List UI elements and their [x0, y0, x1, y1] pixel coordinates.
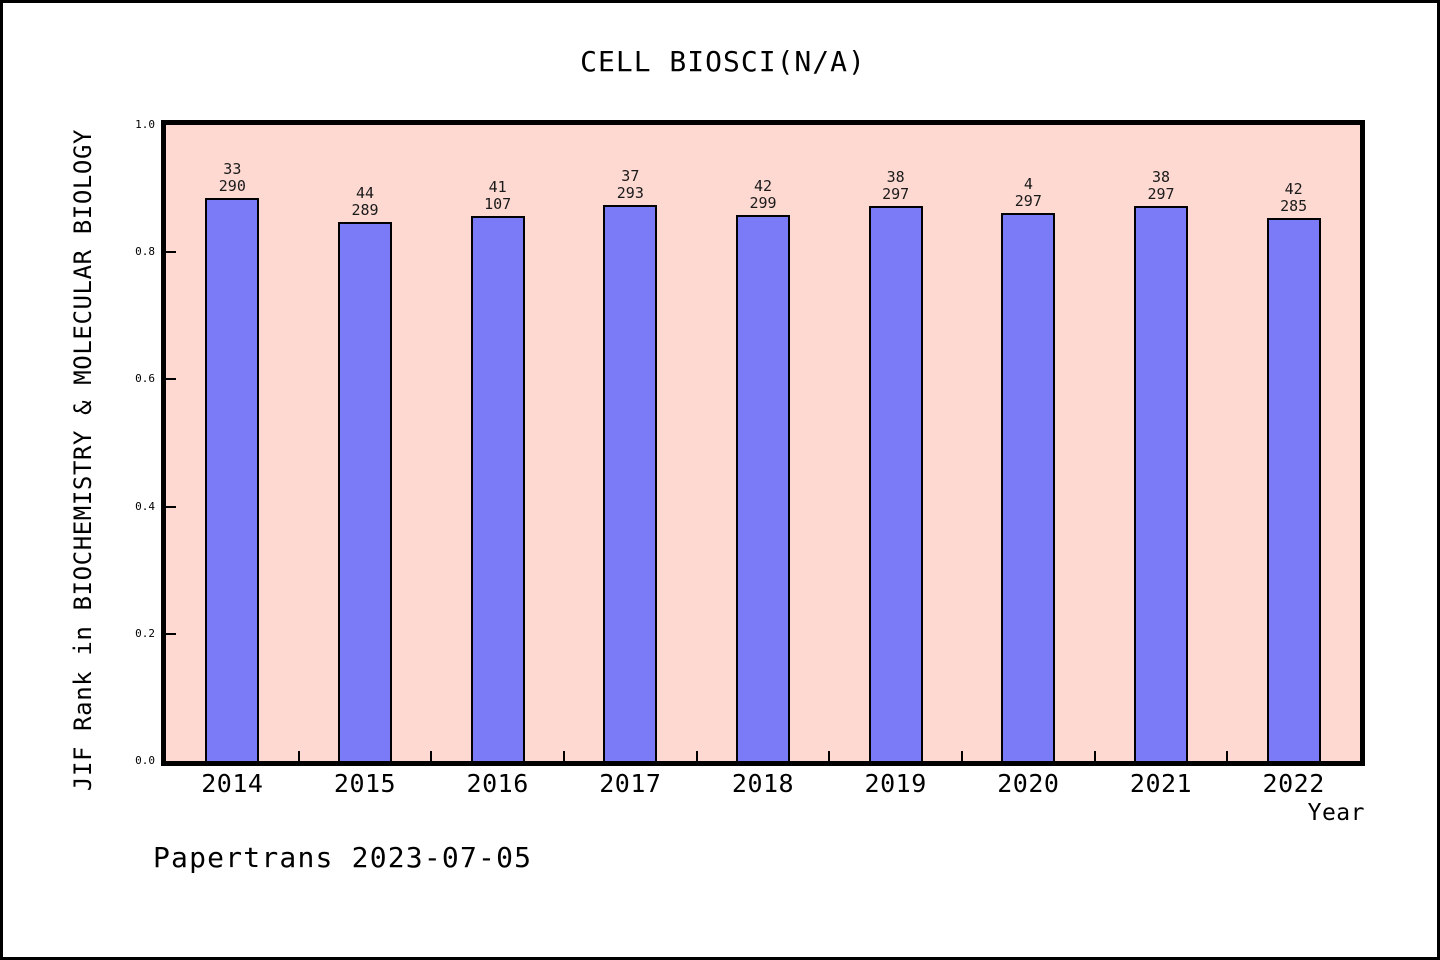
x-tick-mark: [1093, 751, 1096, 761]
y-tick-mark: [166, 378, 176, 381]
bar-value-label: 44 289: [351, 184, 379, 219]
x-tick-mark: [563, 751, 565, 761]
y-axis-label: JIF Rank in BIOCHEMISTRY & MOLECULAR BIO…: [69, 128, 97, 792]
bar-value-label: 42 285: [1280, 180, 1308, 215]
bar-value-label: 33 290: [218, 160, 246, 195]
x-tick-mark: [430, 751, 433, 761]
bar: [1266, 218, 1321, 761]
y-tick-label: 0.8: [135, 245, 155, 259]
plot-inner: 33 290 44 289 41 107 37 293 42 299 38 297 4 29…: [166, 125, 1360, 761]
bar: [1001, 213, 1056, 761]
x-category-label: 2014: [201, 769, 264, 798]
y-tick-label: 1.0: [135, 118, 155, 131]
x-category-label: 2015: [333, 769, 397, 798]
x-category-label: 2017: [599, 769, 662, 798]
y-tick-label: 0.2: [135, 626, 155, 640]
bar: [470, 216, 525, 761]
x-category-label: 2016: [466, 769, 529, 798]
y-tick-mark: [166, 632, 176, 635]
y-tick-label: 0.0: [135, 754, 155, 767]
x-tick-mark: [828, 751, 831, 761]
bar-value-label: 42 299: [749, 177, 777, 212]
bar-value-label: 37 293: [616, 167, 644, 202]
bar: [205, 198, 260, 761]
bar: [338, 222, 392, 761]
plot-area: 33 290 44 289 41 107 37 293 42 299 38 297 4 29…: [161, 120, 1365, 766]
x-tick-mark: [961, 751, 963, 761]
y-tick-mark: [166, 251, 176, 254]
bar: [1134, 206, 1188, 761]
chart-title: CELL BIOSCI(N/A): [580, 45, 866, 78]
x-tick-mark: [695, 751, 698, 761]
y-tick-label: 0.6: [135, 372, 155, 386]
y-tick-mark: [166, 505, 176, 508]
x-category-label: 2019: [864, 769, 927, 798]
x-axis-label: Year: [1307, 800, 1365, 826]
x-category-label: 2020: [997, 769, 1060, 798]
x-tick-mark: [1226, 751, 1229, 761]
x-category-label: 2022: [1262, 769, 1325, 798]
bar-value-label: 38 297: [1147, 168, 1175, 203]
bar: [603, 205, 658, 761]
x-category-label: 2021: [1129, 769, 1193, 798]
bar: [868, 206, 923, 761]
bar-value-label: 38 297: [882, 168, 910, 203]
x-category-label: 2018: [731, 769, 795, 798]
y-tick-label: 0.4: [135, 499, 155, 513]
bar-value-label: 4 297: [1014, 175, 1042, 210]
bar: [736, 215, 790, 761]
bar-value-label: 41 107: [484, 178, 512, 213]
watermark-text: Papertrans 2023-07-05: [153, 841, 533, 874]
x-tick-mark: [297, 751, 300, 761]
